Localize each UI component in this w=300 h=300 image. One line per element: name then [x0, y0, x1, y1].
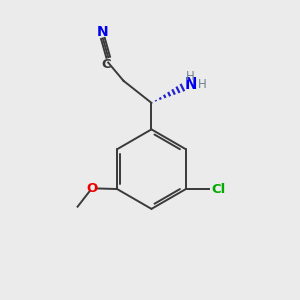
Text: Cl: Cl	[212, 182, 226, 196]
Text: N: N	[97, 25, 109, 39]
Text: O: O	[86, 182, 98, 195]
Text: H: H	[186, 70, 195, 83]
Text: C: C	[101, 58, 111, 70]
Text: N: N	[184, 76, 197, 92]
Text: H: H	[198, 77, 207, 91]
